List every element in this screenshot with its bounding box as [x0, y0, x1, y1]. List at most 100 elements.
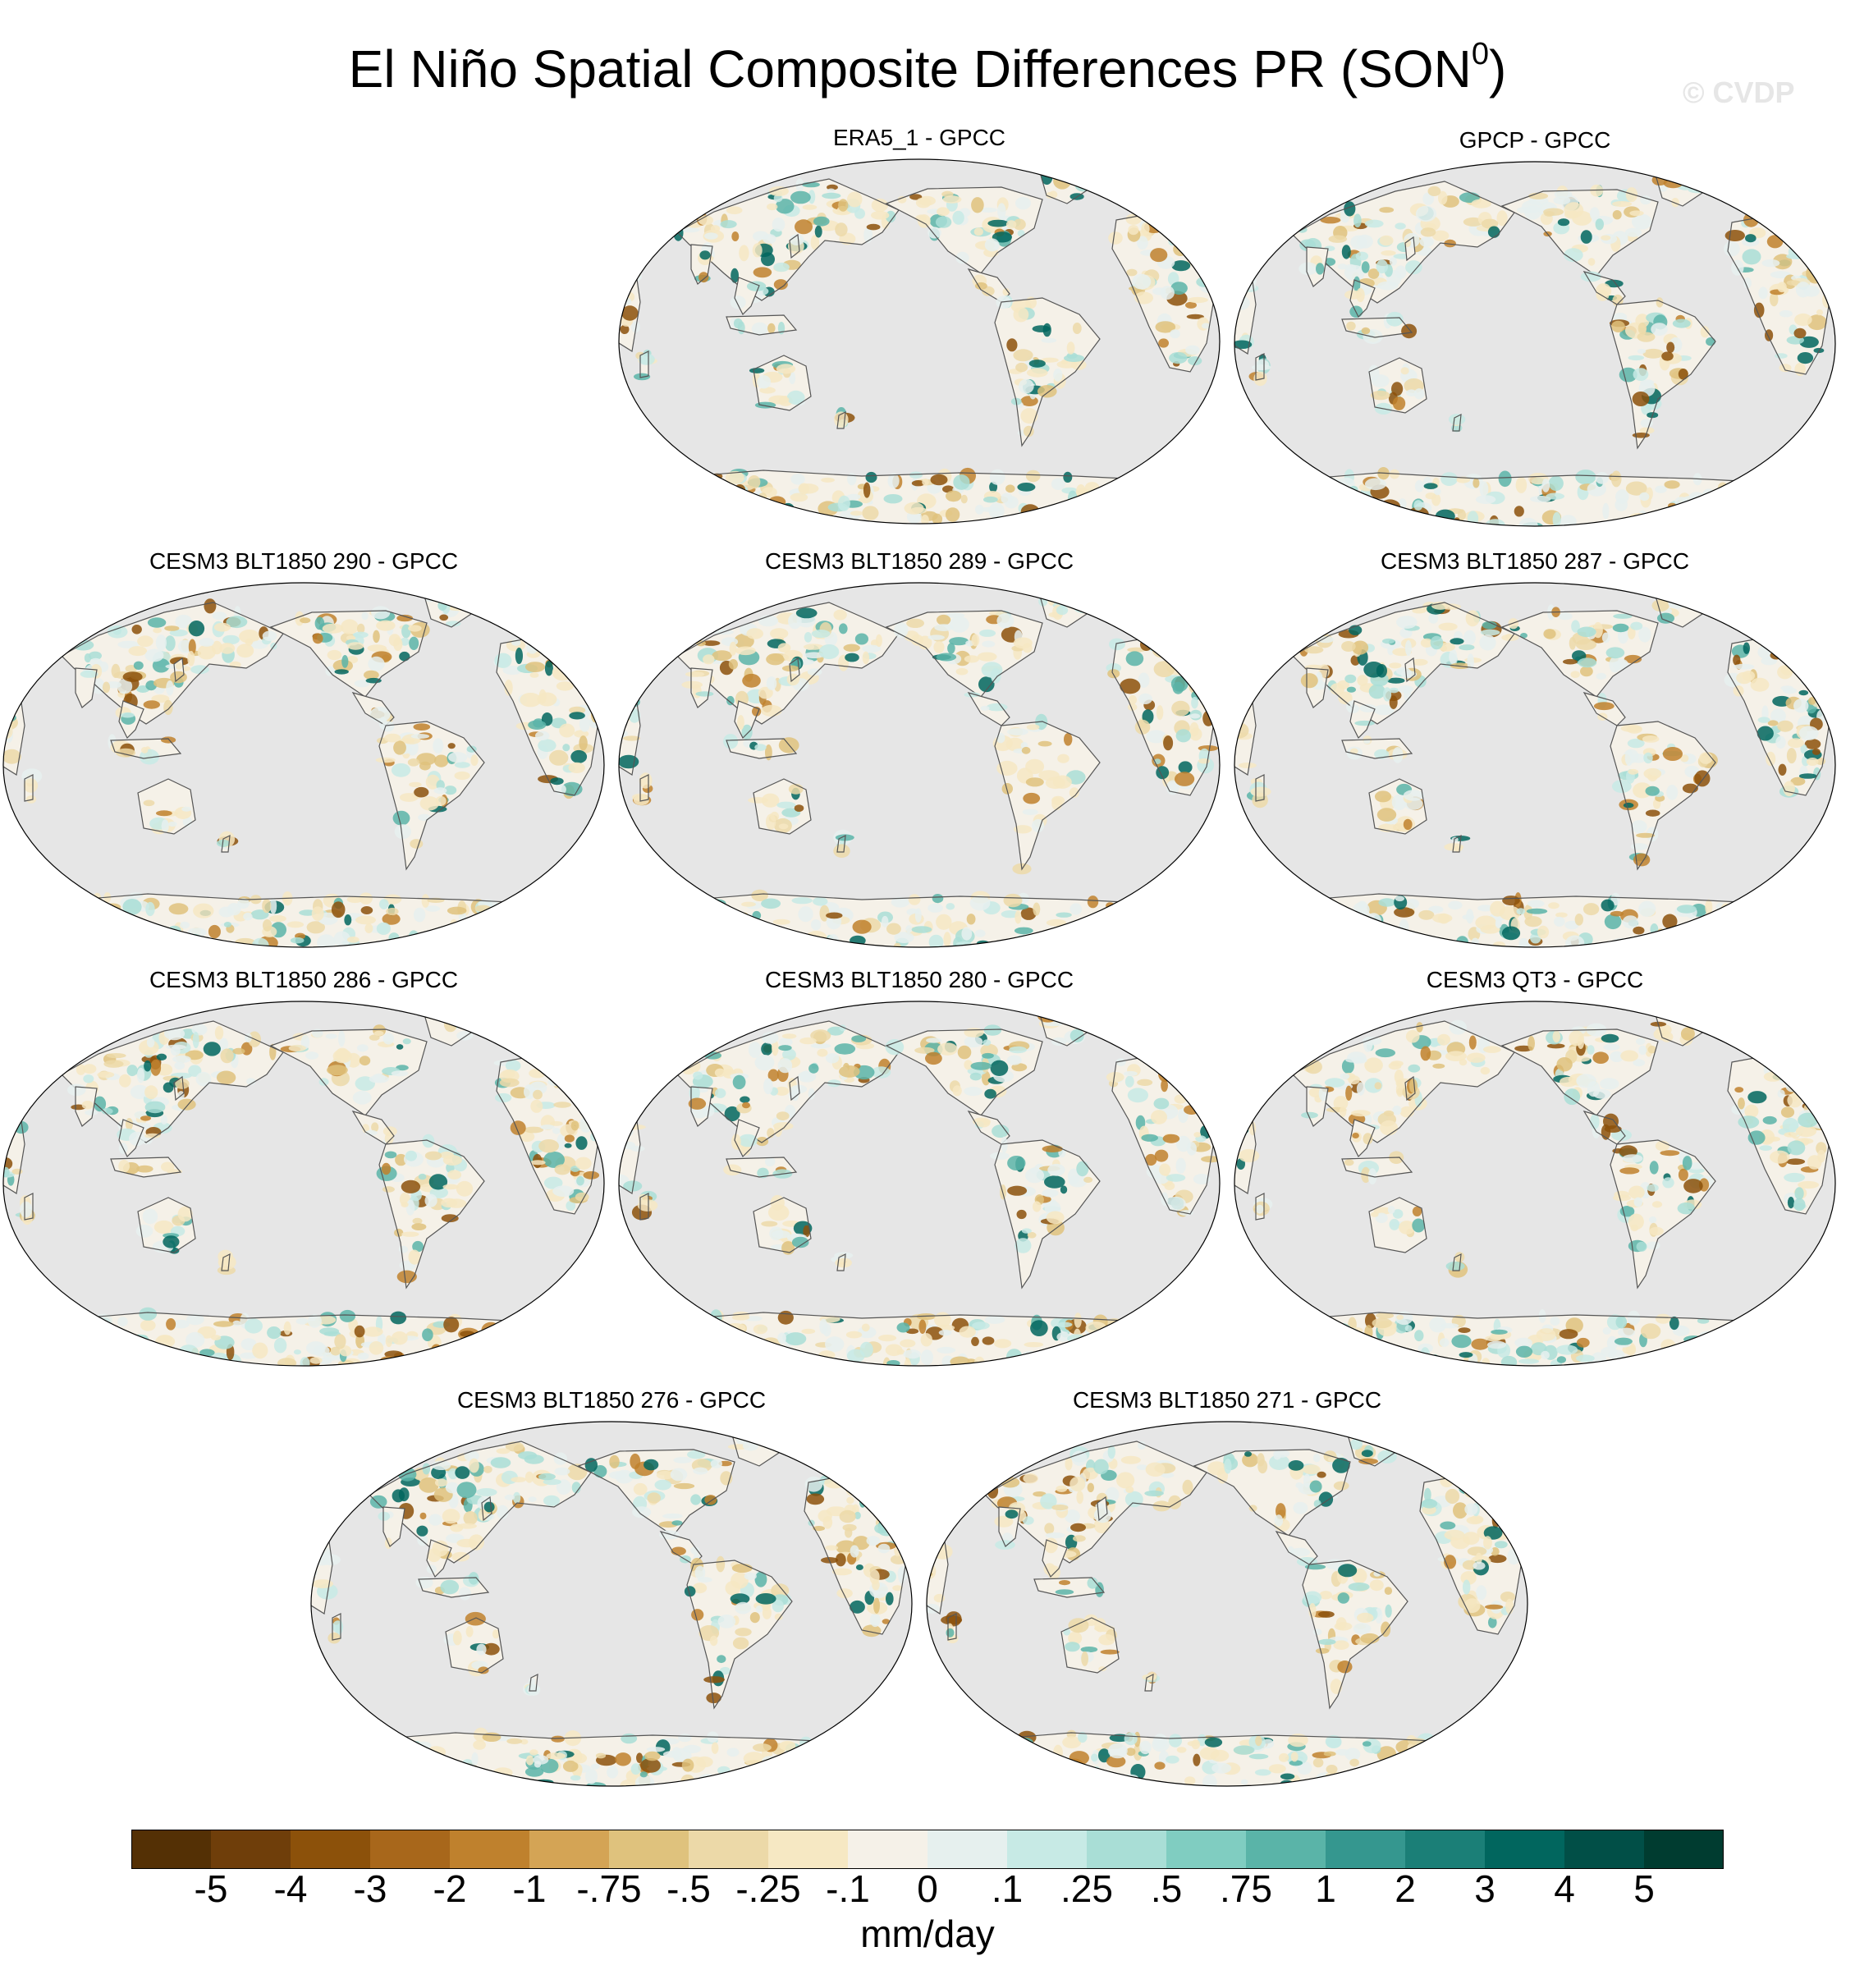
precip-anomaly-cell	[1408, 1064, 1421, 1073]
precip-anomaly-cell	[346, 634, 356, 641]
precip-anomaly-cell	[267, 1326, 282, 1340]
precip-anomaly-cell	[390, 1744, 408, 1754]
coastline	[789, 657, 800, 683]
precip-anomaly-cell	[1614, 1190, 1630, 1198]
precip-anomaly-cell	[1160, 286, 1175, 300]
precip-anomaly-cell	[1694, 1351, 1711, 1365]
precip-anomaly-cell	[1020, 504, 1040, 520]
precip-anomaly-cell	[186, 1313, 204, 1326]
precip-anomaly-cell	[808, 190, 816, 204]
colorbar-tick-label: 1	[1315, 1867, 1336, 1910]
precip-anomaly-cell	[569, 712, 585, 720]
precip-anomaly-cell	[776, 801, 796, 808]
precip-anomaly-cell	[1124, 1075, 1134, 1088]
precip-anomaly-cell	[1421, 1499, 1438, 1509]
precip-anomaly-cell	[1440, 472, 1458, 486]
precip-anomaly-cell	[749, 1612, 760, 1624]
precip-anomaly-cell	[1767, 900, 1789, 914]
precip-anomaly-cell	[396, 1044, 404, 1050]
precip-anomaly-cell	[767, 323, 776, 333]
precip-anomaly-cell	[1537, 925, 1550, 939]
precip-anomaly-cell	[1392, 396, 1406, 410]
precip-anomaly-cell	[195, 1071, 212, 1087]
precip-anomaly-cell	[1405, 260, 1422, 275]
coastline	[1306, 1086, 1329, 1127]
precip-anomaly-cell	[1125, 1748, 1136, 1757]
precip-anomaly-cell	[875, 634, 882, 648]
precip-anomaly-cell	[88, 651, 102, 661]
precip-anomaly-cell	[833, 844, 850, 858]
precip-anomaly-cell	[458, 1587, 471, 1601]
precip-anomaly-cell	[714, 1068, 726, 1078]
precip-anomaly-cell	[468, 1534, 484, 1551]
precip-anomaly-cell	[737, 715, 744, 731]
precip-anomaly-cell	[1595, 218, 1604, 231]
precip-anomaly-cell	[4, 1100, 15, 1117]
precip-anomaly-cell	[204, 598, 217, 614]
map-border	[618, 158, 1221, 524]
precip-anomaly-cell	[1446, 1749, 1468, 1759]
precip-anomaly-cell	[80, 1335, 100, 1350]
precip-anomaly-cell	[1069, 1476, 1086, 1492]
precip-anomaly-cell	[472, 923, 482, 932]
precip-anomaly-cell	[726, 206, 743, 214]
precip-anomaly-cell	[481, 1322, 501, 1339]
precip-anomaly-cell	[1362, 1741, 1372, 1747]
precip-anomaly-cell	[1067, 1168, 1080, 1184]
precip-anomaly-cell	[788, 784, 804, 795]
precip-anomaly-cell	[761, 1221, 778, 1227]
coastline	[789, 233, 800, 259]
precip-anomaly-cell	[441, 1007, 453, 1024]
precip-anomaly-cell	[575, 1095, 587, 1109]
precip-anomaly-cell	[765, 744, 772, 761]
precip-anomaly-cell	[1375, 1343, 1394, 1350]
precip-anomaly-cell	[933, 641, 945, 653]
precip-anomaly-cell	[886, 1518, 901, 1532]
precip-anomaly-cell	[1402, 1760, 1418, 1776]
precip-anomaly-cell	[335, 1047, 350, 1062]
precip-anomaly-cell	[979, 629, 996, 637]
precip-anomaly-cell	[1099, 1348, 1120, 1356]
precip-anomaly-cell	[188, 639, 196, 655]
precip-anomaly-cell	[1445, 1261, 1465, 1271]
precip-anomaly-cell	[778, 823, 789, 830]
precip-anomaly-cell	[1466, 1052, 1486, 1063]
precip-anomaly-cell	[764, 1773, 773, 1780]
precip-anomaly-cell	[356, 1044, 369, 1052]
precip-anomaly-cell	[1334, 1323, 1351, 1336]
world-map	[618, 582, 1221, 948]
precip-anomaly-cell	[1438, 190, 1448, 205]
precip-anomaly-cell	[671, 1520, 683, 1526]
precip-anomaly-cell	[839, 1509, 856, 1523]
precip-anomaly-cell	[746, 281, 767, 291]
panel-title: CESM3 BLT1850 289 - GPCC	[764, 548, 1074, 574]
precip-anomaly-cell	[1033, 1201, 1042, 1212]
precip-anomaly-cell	[1248, 1753, 1269, 1760]
precip-anomaly-cell	[1794, 1187, 1804, 1200]
precip-anomaly-cell	[1543, 629, 1556, 639]
precip-anomaly-cell	[1614, 1337, 1633, 1345]
precip-anomaly-cell	[934, 1312, 951, 1328]
precip-anomaly-cell	[966, 914, 976, 925]
precip-anomaly-cell	[887, 473, 900, 488]
precip-anomaly-cell	[524, 1084, 536, 1100]
precip-anomaly-cell	[1030, 1320, 1048, 1336]
precip-anomaly-cell	[1152, 220, 1166, 229]
precip-anomaly-cell	[1194, 1098, 1207, 1109]
precip-anomaly-cell	[508, 902, 521, 918]
precip-anomaly-cell	[1699, 752, 1713, 764]
precip-anomaly-cell	[928, 903, 943, 913]
precip-anomaly-cell	[1015, 362, 1028, 373]
precip-anomaly-cell	[869, 1613, 881, 1628]
precip-anomaly-cell	[418, 813, 431, 822]
precip-anomaly-cell	[1473, 478, 1480, 488]
precip-anomaly-cell	[1613, 312, 1628, 322]
precip-anomaly-cell	[1109, 638, 1125, 651]
precip-anomaly-cell	[778, 934, 795, 943]
precip-anomaly-cell	[1013, 218, 1026, 231]
precip-anomaly-cell	[1006, 338, 1018, 352]
precip-anomaly-cell	[217, 839, 230, 847]
precip-anomaly-cell	[1129, 915, 1147, 925]
precip-anomaly-cell	[505, 1060, 521, 1072]
precip-anomaly-cell	[1403, 790, 1424, 801]
